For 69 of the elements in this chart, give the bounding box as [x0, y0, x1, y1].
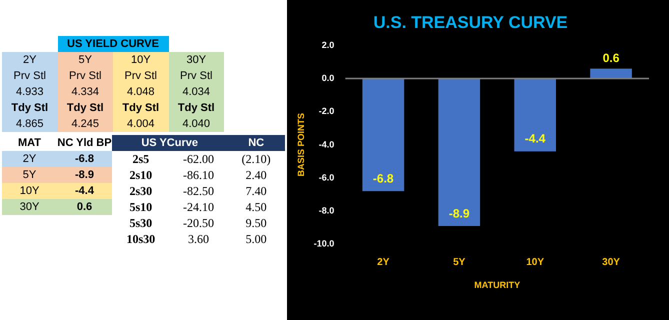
text: 4.865 [2, 116, 58, 132]
text: 4.048 [113, 84, 168, 100]
text: Prv Stl [58, 68, 113, 84]
text: 4.334 [58, 84, 113, 100]
y-tick-label: -6.0 [318, 172, 334, 182]
y-tick-label: 2.0 [322, 40, 334, 50]
text: 4.040 [168, 116, 224, 132]
text: Prv Stl [113, 68, 168, 84]
text: Tdy Stl [2, 100, 58, 116]
text: Tdy Stl [113, 100, 168, 116]
text: -20.50 [182, 215, 215, 231]
text: 0.6 [57, 199, 112, 215]
x-tick-label: 10Y [526, 256, 544, 268]
chart-title: U.S. TREASURY CURVE [373, 12, 568, 32]
x-tick-label: 5Y [453, 256, 466, 268]
text: 2Y [2, 52, 58, 68]
text: Tdy Stl [58, 100, 113, 116]
text: 30Y [168, 52, 224, 68]
text: 4.034 [168, 84, 224, 100]
y-tick-label: -2.0 [318, 106, 334, 116]
text: NC Yld BP [57, 135, 112, 151]
text: NC [227, 135, 285, 151]
text: 2Y [2, 151, 57, 167]
text: 4.004 [113, 116, 168, 132]
data-label: -6.8 [372, 172, 394, 186]
text: 2s5 [131, 151, 150, 167]
text: 30Y [2, 199, 57, 215]
text: -82.50 [182, 183, 215, 199]
text: 2s30 [128, 183, 154, 199]
text: -6.8 [57, 151, 112, 167]
text: 2.40 [244, 167, 268, 183]
text: 2s10 [128, 167, 154, 183]
text: 10Y [113, 52, 168, 68]
text: US YCurve [112, 135, 228, 151]
text: 4.245 [58, 116, 113, 132]
text: -4.4 [57, 183, 112, 199]
text: 4.933 [2, 84, 58, 100]
text: 5.00 [244, 231, 268, 247]
data-label: -4.4 [524, 132, 546, 146]
text: 5Y [58, 52, 113, 68]
x-axis-title: MATURITY [474, 280, 520, 290]
text: (2.10) [240, 151, 272, 167]
text: Prv Stl [2, 68, 58, 84]
y-tick-label: -8.0 [318, 206, 334, 216]
text: -62.00 [182, 151, 215, 167]
text: 5s30 [128, 215, 154, 231]
text: 5s10 [128, 199, 154, 215]
y-tick-label: 0.0 [322, 73, 334, 84]
text: 7.40 [244, 183, 268, 199]
data-label: -8.9 [448, 206, 470, 220]
text: 9.50 [244, 215, 268, 231]
text: US YIELD CURVE [58, 36, 168, 52]
text: 10Y [2, 183, 57, 199]
x-tick-label: 30Y [602, 256, 620, 268]
text: Tdy Stl [168, 100, 224, 116]
text: -86.10 [182, 167, 215, 183]
text: -24.10 [182, 199, 215, 215]
text: 5Y [2, 167, 57, 183]
text: 4.50 [244, 199, 268, 215]
text: Prv Stl [168, 68, 224, 84]
y-tick-label: -4.0 [318, 139, 334, 150]
x-tick-label: 2Y [377, 256, 390, 268]
text: 10s30 [125, 231, 156, 247]
data-label: 0.6 [602, 50, 620, 65]
text: MAT [2, 135, 57, 151]
y-axis-title: BASIS POINTS [296, 113, 306, 177]
text: 3.60 [186, 231, 210, 247]
text: -8.9 [57, 167, 112, 183]
y-tick-label: -10.0 [314, 238, 334, 249]
